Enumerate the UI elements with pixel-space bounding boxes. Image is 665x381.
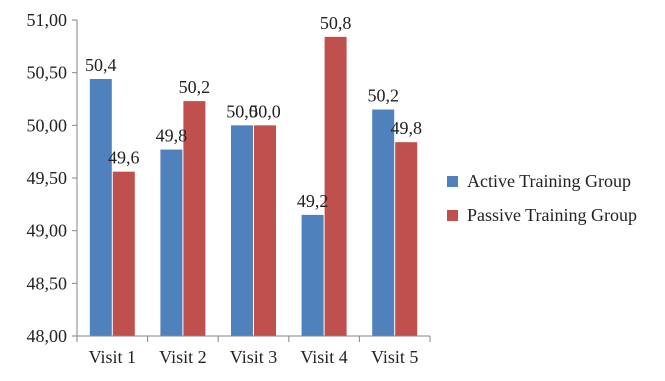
bar-active bbox=[89, 78, 112, 336]
y-axis: 48,00 48,50 49,00 49,50 50,00 50,50 51,00 bbox=[27, 10, 78, 346]
legend: Active Training Group Passive Training Gr… bbox=[447, 171, 637, 225]
legend-label: Active Training Group bbox=[467, 171, 631, 191]
bar-passive bbox=[324, 36, 347, 336]
bar-passive bbox=[395, 142, 418, 336]
y-tick-label: 49,50 bbox=[27, 168, 68, 188]
bar-active bbox=[231, 125, 253, 336]
data-label: 50,8 bbox=[320, 13, 352, 33]
legend-swatch bbox=[447, 176, 458, 187]
x-tick-label: Visit 5 bbox=[371, 347, 418, 367]
data-label: 50,2 bbox=[367, 86, 399, 106]
y-tick-label: 50,00 bbox=[27, 115, 68, 135]
y-tick-label: 51,00 bbox=[27, 10, 68, 30]
y-tick-label: 48,00 bbox=[27, 326, 68, 346]
data-label: 49,2 bbox=[297, 191, 329, 211]
y-tick-label: 49,00 bbox=[27, 221, 68, 241]
data-label: 49,8 bbox=[156, 126, 188, 146]
data-label: 50,0 bbox=[249, 101, 281, 121]
bar-passive bbox=[254, 125, 276, 336]
data-label: 49,6 bbox=[108, 148, 140, 168]
data-labels: 50,4 49,6 49,8 50,2 50,050,0 49,2 50,8 50,2 49,8 bbox=[85, 13, 422, 211]
data-label: 50,0 bbox=[226, 101, 258, 121]
bar-active bbox=[301, 214, 324, 336]
x-axis: Visit 1 Visit 2 Visit 3 Visit 4 Visit 5 bbox=[76, 335, 431, 367]
x-tick-label: Visit 1 bbox=[89, 347, 136, 367]
data-label: 50,2 bbox=[179, 77, 211, 97]
y-tick-label: 48,50 bbox=[27, 273, 68, 293]
x-tick-label: Visit 2 bbox=[159, 347, 206, 367]
bars bbox=[89, 36, 418, 337]
data-label: 49,8 bbox=[390, 118, 422, 138]
bar-passive bbox=[112, 171, 135, 336]
bar-active bbox=[160, 149, 183, 336]
bar-passive bbox=[183, 101, 206, 337]
y-tick-label: 50,50 bbox=[27, 63, 68, 83]
x-tick-label: Visit 3 bbox=[230, 347, 277, 367]
legend-swatch bbox=[447, 210, 458, 221]
bar-active bbox=[372, 109, 395, 337]
legend-label: Passive Training Group bbox=[467, 205, 637, 225]
data-label: 50,4 bbox=[85, 55, 117, 75]
x-tick-label: Visit 4 bbox=[300, 347, 347, 367]
